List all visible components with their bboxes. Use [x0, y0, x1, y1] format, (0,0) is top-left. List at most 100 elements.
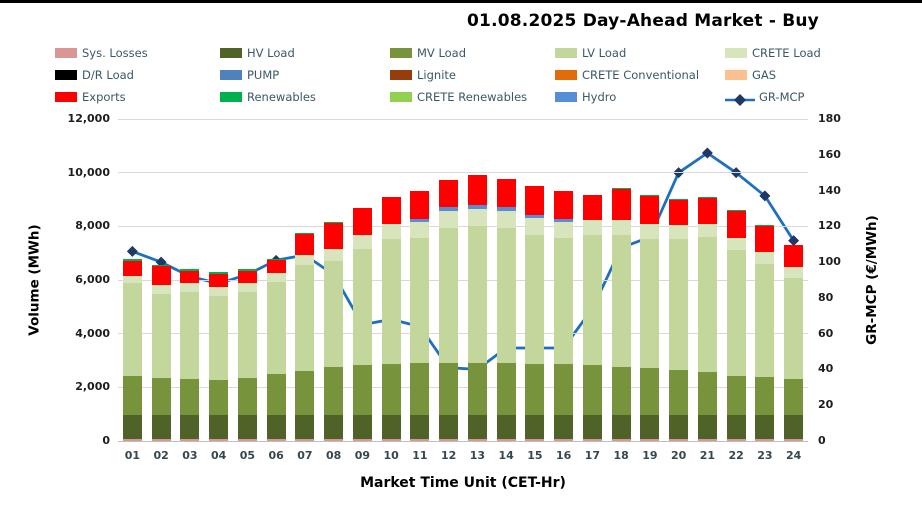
gridline	[118, 172, 808, 174]
bar-segment	[496, 211, 516, 229]
bar-segment	[180, 282, 200, 292]
bar-segment	[640, 196, 660, 225]
bar-segment	[640, 238, 660, 368]
legend-label: Sys. Losses	[82, 46, 148, 60]
gridline	[118, 279, 808, 281]
bar-segment	[726, 209, 746, 211]
bar-segment	[755, 224, 775, 226]
bar-segment	[410, 363, 430, 415]
gr-mcp-line-marker-icon	[725, 91, 755, 106]
bar-segment	[381, 223, 401, 239]
bar-segment	[266, 438, 286, 441]
bar-segment	[726, 250, 746, 377]
bar-segment	[180, 438, 200, 441]
bar-segment	[467, 226, 487, 364]
bar-segment	[439, 179, 459, 208]
bar-segment	[266, 373, 286, 415]
legend-label: CRETE Renewables	[417, 90, 528, 104]
bar-segment	[295, 254, 315, 266]
bar-segment	[209, 273, 229, 287]
bar-segment	[496, 228, 516, 364]
bar-segment	[755, 225, 775, 253]
legend-swatch-icon	[220, 92, 242, 102]
bar-segment	[554, 218, 574, 223]
legend-label: MV Load	[417, 46, 467, 60]
bar-segment	[151, 284, 171, 294]
legend-item: GR-MCP	[725, 90, 805, 106]
bar-segment	[352, 414, 372, 439]
gr-mcp-line	[131, 151, 795, 371]
x-axis-tick-label: 23	[757, 449, 773, 462]
legend-swatch-icon	[555, 92, 577, 102]
legend-label: PUMP	[247, 68, 280, 82]
bar-segment	[180, 291, 200, 380]
legend-label: GR-MCP	[759, 90, 805, 104]
bar-segment	[755, 438, 775, 441]
left-axis-tick-label: 10,000	[67, 165, 110, 179]
legend-label: Hydro	[582, 90, 617, 104]
bar-segment	[697, 414, 717, 439]
left-axis-tick-label: 0	[102, 434, 110, 447]
bar-segment	[697, 197, 717, 199]
right-axis-tick-label: 120	[818, 219, 841, 233]
chart-title: 01.08.2025 Day-Ahead Market - Buy	[182, 11, 922, 31]
top-border-rule	[0, 0, 922, 3]
bar-segment	[669, 369, 689, 415]
bar-segment	[669, 438, 689, 441]
x-axis-tick-label: 04	[210, 449, 227, 462]
legend-label: D/R Load	[82, 68, 134, 82]
x-axis-tick-label: 24	[785, 449, 802, 462]
legend-item: Lignite	[390, 68, 456, 82]
bar-segment	[611, 366, 631, 415]
bar-segment	[410, 190, 430, 219]
bar-segment	[784, 277, 804, 379]
bar-segment	[151, 438, 171, 441]
legend-swatch-icon	[390, 70, 412, 80]
bar-segment	[525, 438, 545, 441]
bar-segment	[755, 414, 775, 439]
bar-segment	[439, 227, 459, 363]
bar-segment	[525, 363, 545, 415]
bar-segment	[352, 234, 372, 249]
bar-segment	[439, 438, 459, 441]
legend-item: D/R Load	[55, 68, 134, 82]
x-axis-tick-label: 19	[642, 449, 658, 462]
x-axis-tick-label: 15	[527, 449, 543, 462]
x-axis-title: Market Time Unit (CET-Hr)	[360, 475, 566, 491]
left-axis-tick-label: 2,000	[75, 380, 110, 394]
bar-segment	[439, 211, 459, 228]
bar-segment	[209, 286, 229, 296]
bar-segment	[467, 363, 487, 415]
bar-segment	[151, 266, 171, 285]
bar-segment	[726, 376, 746, 415]
gr-mcp-marker	[701, 147, 713, 159]
legend-item: PUMP	[220, 68, 279, 82]
bar-segment	[697, 198, 717, 224]
bar-segment	[151, 265, 171, 267]
bar-segment	[410, 414, 430, 439]
bar-segment	[237, 283, 257, 293]
x-axis-tick-label: 18	[613, 449, 629, 462]
bar-segment	[726, 237, 746, 251]
bar-segment	[467, 414, 487, 439]
bar-segment	[324, 223, 344, 249]
bar-segment	[640, 414, 660, 439]
bar-segment	[381, 238, 401, 364]
bar-segment	[237, 378, 257, 415]
legend-swatch-icon	[55, 48, 77, 58]
bar-segment	[697, 237, 717, 373]
bar-segment	[381, 197, 401, 224]
bar-segment	[669, 239, 689, 370]
legend-item: Renewables	[220, 90, 316, 104]
x-axis-tick-label: 11	[412, 449, 428, 462]
bar-segment	[410, 218, 430, 222]
legend-label: GAS	[752, 68, 777, 82]
bar-segment	[640, 224, 660, 239]
bar-segment	[784, 266, 804, 278]
bar-segment	[755, 376, 775, 415]
bar-segment	[496, 438, 516, 441]
bar-segment	[352, 438, 372, 441]
bar-segment	[697, 372, 717, 415]
right-axis-tick-label: 140	[818, 183, 841, 197]
bar-segment	[582, 219, 602, 236]
